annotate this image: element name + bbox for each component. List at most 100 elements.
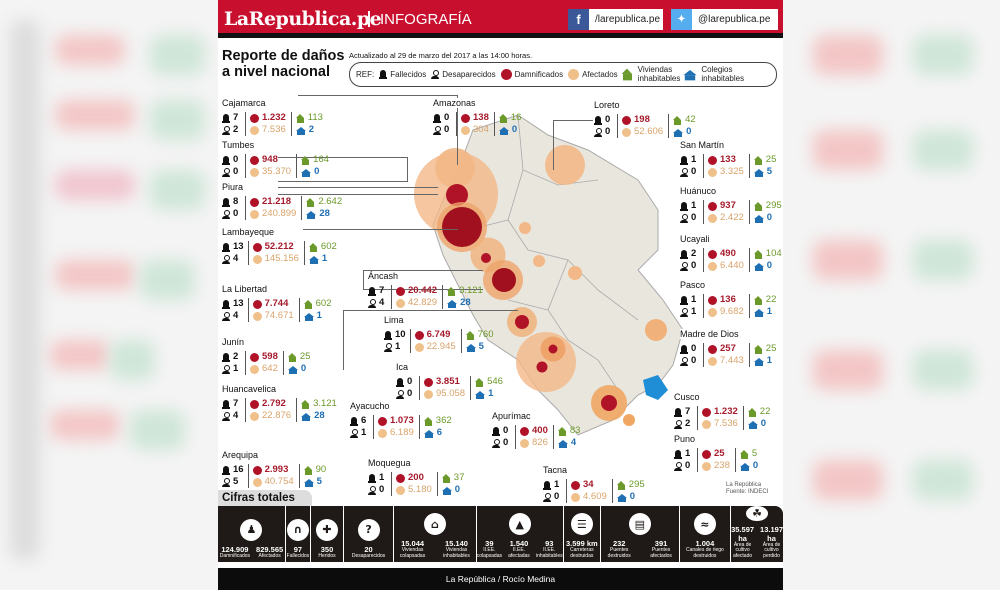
damnificados-value: 3.851 (436, 376, 460, 387)
red-dot-icon (396, 473, 405, 483)
colegios-value: 28 (319, 208, 330, 219)
total-label: Afectados (258, 552, 281, 559)
school-icon (557, 439, 568, 448)
viviendas-value: 37 (453, 472, 465, 483)
total-value: 232 (612, 539, 626, 548)
red-dot-icon (424, 377, 433, 387)
desaparecidos-value: 0 (444, 124, 450, 135)
person-pin-icon (222, 254, 230, 264)
header-divider (368, 11, 370, 27)
desaparecidos-value: 1 (691, 306, 697, 317)
damnificados-value: 1.232 (262, 112, 286, 123)
school-icon (475, 390, 486, 399)
twitter-link[interactable]: ✦ @larepublica.pe (671, 9, 778, 30)
region-name: Moquegua (368, 458, 414, 468)
total-label: Puentes destruidos (607, 547, 631, 559)
region-ayacucho: Ayacucho 6 1 1.073 6.189 362 6 (350, 396, 452, 439)
fallecidos-value: 2 (691, 248, 697, 259)
school-icon (306, 210, 317, 219)
site-logo[interactable]: LaRepublica.pe (224, 8, 382, 30)
tomb-icon (222, 352, 230, 362)
tomb-icon (222, 155, 230, 165)
region-name: Piura (222, 182, 247, 192)
totals-cell: ≈1.004 Canales de riego destruidos (680, 506, 732, 562)
house-icon (753, 295, 763, 305)
house-icon (753, 344, 763, 354)
damnificados-value: 2.792 (262, 398, 286, 409)
legend-damnificados: Damnificados (514, 70, 564, 79)
desaparecidos-value: 2 (233, 124, 239, 135)
house-icon (739, 449, 749, 459)
red-dot-icon (708, 295, 717, 305)
desaparecidos-value: 0 (691, 260, 697, 271)
region-ancash: Áncash 7 4 20.442 42.829 3.121 28 (368, 266, 483, 309)
question-head-icon: ? (357, 518, 380, 541)
school-icon (287, 365, 298, 374)
desaparecidos-value: 0 (503, 437, 509, 448)
tan-dot-icon (424, 389, 433, 399)
region-name: La Libertad (222, 284, 271, 294)
colegios-value: 0 (760, 418, 767, 429)
region-name: San Martín (680, 140, 728, 150)
viviendas-value: 104 (765, 248, 782, 259)
person-pin-icon (543, 492, 551, 502)
school-icon (423, 429, 434, 438)
afectados-value: 642 (262, 363, 278, 374)
region-moquegua: Moquegua 1 0 200 5.180 37 0 (368, 453, 464, 496)
totals-cell: ✚ 350 Heridos (311, 506, 345, 562)
colegios-value: 0 (300, 363, 307, 374)
region-tacna: Tacna 1 0 34 4.609 295 0 (543, 460, 645, 503)
region-name: Ayacucho (350, 401, 393, 411)
colegios-value: 5 (478, 341, 484, 352)
total-value: 15.044 (401, 539, 425, 548)
colegios-value: 1 (488, 388, 494, 399)
region-madre-de-dios: Madre de Dios 0 0 257 7.443 25 1 (680, 324, 776, 367)
fallecidos-value: 1 (685, 448, 691, 459)
region-lambayeque: Lambayeque 13 4 52.212 145.156 602 1 (222, 222, 337, 265)
tan-dot-icon (568, 69, 580, 80)
damnificados-value: 490 (720, 248, 736, 259)
total-value: 829.565 (256, 544, 284, 554)
tomb-icon (594, 115, 602, 125)
person-pin-icon (222, 364, 230, 374)
tan-dot-icon (250, 364, 259, 374)
tan-dot-icon (250, 411, 259, 421)
people-icon: ♟ (240, 518, 263, 541)
fallecidos-value: 1 (691, 294, 697, 305)
region-name: Amazonas (433, 98, 479, 108)
fallecidos-value: 2 (233, 351, 239, 362)
region-arequipa: Arequipa 16 5 2.993 40.754 90 5 (222, 445, 326, 488)
person-pin-icon (680, 213, 688, 223)
school-icon (301, 412, 312, 421)
tan-dot-icon (414, 342, 424, 352)
fallecidos-value: 7 (233, 398, 239, 409)
tomb-icon (368, 286, 376, 296)
total-value: 97 (293, 544, 303, 554)
damnificados-value: 198 (634, 114, 650, 125)
peru-map: Cajamarca 7 2 1.232 7.536 113 2 Tumbes 0 0 948 35.… (218, 90, 783, 503)
road-icon: ☰ (570, 513, 593, 535)
desaparecidos-value: 0 (605, 126, 611, 137)
house-icon: ⌂ (423, 513, 446, 535)
region-amazonas: Amazonas 0 0 138 304 16 0 (433, 93, 521, 136)
person-pin-icon (680, 356, 688, 366)
red-dot-icon (622, 115, 631, 125)
viviendas-value: 22 (759, 406, 771, 417)
tomb-icon (384, 330, 392, 340)
damnificados-value: 6.749 (426, 329, 451, 340)
school-icon (753, 357, 764, 366)
afectados-value: 22.945 (426, 341, 456, 352)
facebook-link[interactable]: f /larepublica.pe (568, 9, 663, 30)
region-cajamarca: Cajamarca 7 2 1.232 7.536 113 2 (222, 93, 323, 136)
viviendas-value: 83 (569, 425, 581, 436)
region-name: Áncash (368, 271, 402, 281)
house-icon (303, 465, 313, 475)
afectados-value: 9.682 (720, 306, 744, 317)
red-dot-icon (250, 113, 259, 123)
region-pasco: Pasco 1 1 136 9.682 22 1 (680, 275, 776, 318)
house-icon (673, 115, 682, 125)
viviendas-value: 3.121 (313, 398, 337, 409)
region-lima: Lima 10 1 6.749 22.945 760 5 (384, 310, 494, 353)
tan-dot-icon (571, 492, 580, 502)
damnificados-value: 133 (720, 154, 736, 165)
